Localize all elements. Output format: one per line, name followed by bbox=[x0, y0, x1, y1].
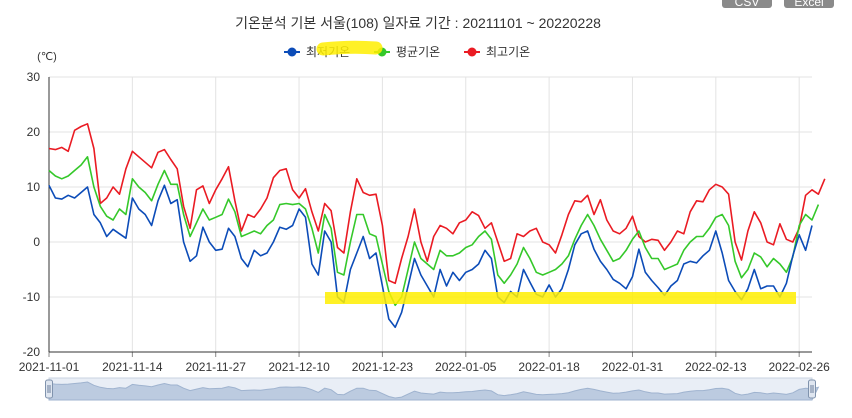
y-axis: -20 -10 0 10 20 30 bbox=[23, 70, 50, 359]
navigator-area bbox=[48, 381, 820, 401]
y-tick-label: 20 bbox=[27, 125, 41, 139]
x-tick-label: 2021-12-23 bbox=[352, 360, 414, 374]
chart-title: 기온분석 기본 서울(108) 일자료 기간 : 20211101 ~ 2022… bbox=[235, 15, 601, 31]
legend-marker bbox=[467, 47, 477, 57]
x-axis: 2021-11-01 2021-11-14 2021-11-27 2021-12-10… bbox=[19, 351, 830, 374]
y-tick-label: -20 bbox=[23, 345, 41, 359]
legend-item-1: 평균기온 bbox=[374, 45, 440, 59]
series-line-2 bbox=[48, 123, 826, 285]
plot-area bbox=[48, 123, 826, 329]
x-tick-label: 2022-01-05 bbox=[435, 360, 497, 374]
highlight-layer bbox=[316, 40, 796, 304]
x-tick-label: 2022-01-31 bbox=[602, 360, 664, 374]
excel-button[interactable]: Excel bbox=[784, 0, 834, 9]
legend-label: 최고기온 bbox=[486, 45, 530, 59]
navigator-right-handle[interactable] bbox=[808, 379, 816, 399]
y-tick-label: 10 bbox=[27, 180, 41, 194]
y-tick-label: 0 bbox=[33, 235, 40, 249]
series-line-0 bbox=[48, 184, 813, 329]
x-tick-label: 2021-11-01 bbox=[19, 360, 80, 374]
range-navigator[interactable] bbox=[45, 377, 820, 401]
legend-label: 평균기온 bbox=[396, 45, 440, 59]
csv-button[interactable]: CSV bbox=[722, 0, 772, 9]
data-highlight-band bbox=[325, 292, 796, 304]
y-tick-label: 30 bbox=[27, 70, 41, 84]
x-tick-label: 2022-02-26 bbox=[768, 360, 830, 374]
navigator-left-handle[interactable] bbox=[45, 379, 53, 399]
unit-label: (℃) bbox=[37, 51, 57, 63]
x-tick-label: 2022-01-18 bbox=[518, 360, 580, 374]
x-tick-label: 2021-12-10 bbox=[268, 360, 330, 374]
y-tick-label: -10 bbox=[23, 290, 41, 304]
x-tick-label: 2021-11-27 bbox=[185, 360, 246, 374]
series-line-1 bbox=[48, 156, 820, 307]
grid bbox=[48, 76, 812, 353]
x-tick-label: 2022-02-13 bbox=[685, 360, 747, 374]
title-highlight bbox=[316, 40, 383, 56]
legend-item-2: 최고기온 bbox=[464, 45, 530, 59]
legend-marker bbox=[287, 47, 297, 57]
x-tick-label: 2021-11-14 bbox=[102, 360, 163, 374]
